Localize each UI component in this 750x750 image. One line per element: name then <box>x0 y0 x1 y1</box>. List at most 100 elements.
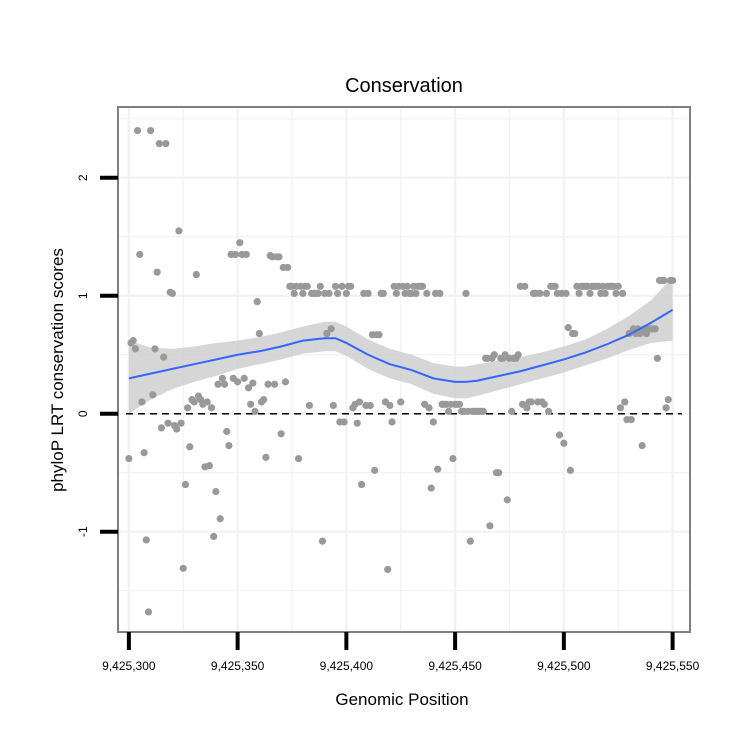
data-point <box>214 380 222 388</box>
data-point <box>612 289 620 297</box>
data-point <box>429 418 437 426</box>
data-point <box>255 329 263 338</box>
data-point <box>434 465 442 473</box>
axis-ticks <box>100 175 675 650</box>
data-point <box>449 454 457 463</box>
data-point <box>236 239 244 247</box>
data-point <box>142 536 150 544</box>
data-point <box>218 374 226 382</box>
data-point <box>490 351 498 359</box>
data-point <box>614 282 622 290</box>
confidence-band <box>128 276 673 414</box>
data-point <box>192 270 200 279</box>
data-point <box>638 442 646 450</box>
data-point <box>486 522 494 530</box>
data-point <box>299 289 307 297</box>
data-point <box>144 608 153 616</box>
data-point <box>316 282 324 290</box>
data-point <box>264 380 272 388</box>
data-point <box>262 453 270 461</box>
data-point <box>281 378 290 386</box>
data-point <box>386 401 394 410</box>
data-point <box>566 466 574 474</box>
data-point <box>564 324 572 332</box>
data-point <box>294 454 303 463</box>
data-point <box>364 289 372 297</box>
data-point <box>551 282 559 290</box>
data-point <box>314 289 322 297</box>
data-point <box>331 282 340 290</box>
data-point <box>175 227 183 235</box>
data-point <box>521 282 529 290</box>
data-point <box>555 431 564 439</box>
y-axis-title: phyloP LRT conservation scores <box>48 248 67 492</box>
data-point <box>575 289 583 297</box>
data-point <box>338 282 346 290</box>
data-point <box>203 398 211 406</box>
data-point <box>270 380 279 388</box>
data-point <box>244 384 253 392</box>
data-point <box>455 400 464 408</box>
data-point <box>436 289 444 297</box>
data-point <box>508 407 516 415</box>
data-point <box>138 398 146 406</box>
data-point <box>388 418 396 426</box>
data-point <box>347 282 355 290</box>
data-point <box>205 462 213 470</box>
data-point <box>495 469 503 477</box>
data-point <box>290 289 298 297</box>
data-point <box>325 289 333 297</box>
data-point <box>329 401 337 410</box>
data-point <box>425 404 433 412</box>
data-point <box>223 427 231 436</box>
data-point <box>303 282 311 290</box>
data-point <box>660 276 668 285</box>
data-point <box>220 380 229 388</box>
data-point <box>379 289 387 297</box>
data-point <box>357 480 366 489</box>
data-point <box>249 379 257 387</box>
data-point <box>560 439 568 447</box>
data-point <box>397 398 405 406</box>
data-point <box>184 404 192 412</box>
data-point <box>355 398 364 406</box>
data-point <box>234 378 242 386</box>
data-point <box>542 289 551 297</box>
data-point <box>247 400 255 408</box>
data-point <box>466 537 474 545</box>
x-tick-label: 9,425,400 <box>320 659 374 673</box>
data-point <box>162 139 170 148</box>
data-point <box>179 564 187 572</box>
data-point <box>536 289 544 297</box>
data-point <box>207 404 216 412</box>
data-point <box>479 407 487 415</box>
panel-border <box>117 106 691 633</box>
data-point <box>427 484 435 492</box>
data-point <box>147 127 155 135</box>
y-tick-label: 0 <box>76 410 90 417</box>
data-point <box>621 398 629 406</box>
data-point <box>340 418 348 426</box>
data-point <box>151 345 159 353</box>
data-point <box>133 127 142 135</box>
y-tick-labels: -1 0 1 2 <box>76 174 90 537</box>
data-point <box>366 401 374 410</box>
x-tick-label: 9,425,300 <box>102 659 156 673</box>
data-point <box>140 449 148 457</box>
data-points <box>125 127 677 616</box>
data-point <box>514 351 522 359</box>
chart-title: Conservation <box>345 75 463 97</box>
x-tick-label: 9,425,550 <box>646 659 700 673</box>
data-point <box>403 282 411 290</box>
data-point <box>186 443 194 451</box>
data-point <box>334 289 342 297</box>
data-point <box>277 430 285 438</box>
data-point <box>342 289 350 297</box>
data-point <box>253 298 261 306</box>
data-point <box>149 391 157 399</box>
data-point <box>384 565 392 574</box>
data-point <box>160 353 168 361</box>
data-point <box>129 337 137 345</box>
data-point <box>423 289 431 297</box>
